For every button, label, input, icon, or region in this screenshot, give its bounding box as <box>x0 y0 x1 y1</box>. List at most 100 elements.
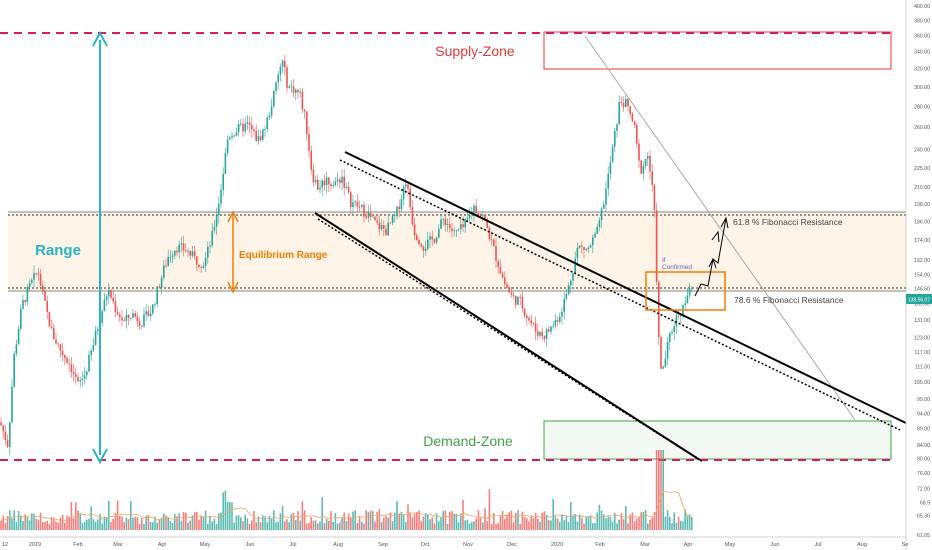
candle-body <box>138 321 141 326</box>
candle-body <box>103 299 106 312</box>
candle-body <box>66 358 68 364</box>
equilibrium-band <box>8 212 906 291</box>
candle-body <box>603 204 605 209</box>
price-axis[interactable] <box>906 0 932 550</box>
volume-bar <box>0 520 2 530</box>
fib-618-label: 61.8 % Fibonacci Resistance <box>733 217 843 227</box>
candle-body <box>431 236 433 240</box>
projection-arrow-head-3 <box>711 230 720 243</box>
candle-body <box>618 102 620 125</box>
volume-bar <box>198 519 200 530</box>
candle-body <box>158 286 161 288</box>
candle-body <box>686 295 689 304</box>
volume-bar <box>200 515 202 530</box>
candle-body <box>281 60 284 67</box>
candle-body <box>330 184 332 187</box>
candle-body <box>237 123 240 133</box>
candle-body <box>105 296 108 300</box>
price-tick-label: 84.00 <box>917 443 930 449</box>
candle-body <box>94 330 97 346</box>
candle-body <box>0 422 2 426</box>
volume-bar <box>17 511 20 530</box>
candle-body <box>273 91 275 107</box>
volume-bar <box>81 523 84 530</box>
candle-body <box>497 260 499 267</box>
volume-bar <box>286 519 288 530</box>
candle-body <box>248 122 251 125</box>
price-axis-ticks: 61.05 65.36 68.5 72.00 76.00 80.00 84.00 89.00 9… <box>914 4 930 539</box>
volume-bar <box>383 517 385 530</box>
volume-bar <box>493 513 495 530</box>
candle-body <box>649 155 651 172</box>
candle-body <box>209 245 211 247</box>
candle-body <box>6 440 9 447</box>
volume-bar <box>57 522 59 530</box>
candle-body <box>323 180 326 186</box>
candle-body <box>556 320 559 322</box>
volume-bar <box>457 522 460 530</box>
candle-body <box>468 214 471 219</box>
volume-bar <box>125 517 128 530</box>
candle-body <box>182 243 185 251</box>
volume-bar <box>321 497 323 530</box>
candle-body <box>92 345 95 351</box>
candle-body <box>433 239 436 243</box>
candle-body <box>660 337 662 369</box>
candle-body <box>675 315 678 327</box>
candle-body <box>559 316 561 322</box>
volume-bar <box>354 510 356 530</box>
volume-moving-average <box>0 491 692 521</box>
volume-bar <box>589 515 592 530</box>
volume-bar <box>33 513 35 530</box>
candle-body <box>640 160 642 174</box>
volume-bar <box>394 512 396 530</box>
candle-body <box>262 129 264 140</box>
candle-body <box>548 329 550 332</box>
candle-body <box>108 290 110 297</box>
volume-bar <box>244 514 246 530</box>
volume-bar <box>424 513 427 530</box>
volume-bar <box>651 517 653 530</box>
candle-body <box>523 308 526 316</box>
candle-body <box>202 266 205 268</box>
volume-bar <box>141 517 143 530</box>
volume-bar <box>24 514 26 530</box>
volume-bar <box>182 511 185 530</box>
volume-bar <box>581 518 583 530</box>
volume-bar <box>193 512 196 530</box>
volume-bar <box>330 511 332 530</box>
price-tick-label: 89.00 <box>917 427 930 433</box>
volume-bar <box>451 511 453 530</box>
volume-bar <box>534 512 537 530</box>
candle-body <box>541 331 543 337</box>
volume-bar <box>622 519 625 530</box>
volume-bar <box>365 510 367 530</box>
candle-body <box>136 316 139 322</box>
volume-bar <box>328 520 330 530</box>
volume-bar <box>138 523 141 530</box>
candle-body <box>185 250 187 252</box>
time-tick-label: Nov <box>463 542 473 548</box>
candle-body <box>669 333 671 343</box>
volume-bar <box>464 520 466 530</box>
volume-bar <box>592 523 594 530</box>
volume-bar <box>266 522 268 530</box>
volume-bar <box>270 518 273 530</box>
volume-bar <box>61 515 64 530</box>
candle-body <box>515 295 517 305</box>
volume-bar <box>556 518 559 530</box>
candle-body <box>332 184 334 187</box>
candle-body <box>350 192 352 207</box>
volume-bar <box>691 516 693 530</box>
time-tick-label: Aug <box>857 542 867 548</box>
volume-bar <box>552 498 554 530</box>
volume-bar <box>471 522 473 530</box>
time-tick-label: Apr <box>684 542 693 548</box>
candle-body <box>391 215 394 223</box>
candle-body <box>319 187 321 190</box>
candle-body <box>519 296 521 298</box>
candle-body <box>600 208 603 221</box>
volume-bar <box>185 512 187 530</box>
volume-bar <box>561 514 563 530</box>
